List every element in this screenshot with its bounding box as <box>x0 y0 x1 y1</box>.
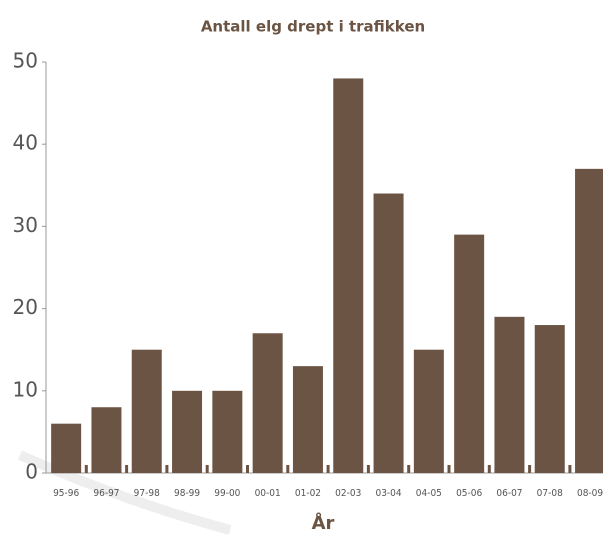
x-tick-label: 95-96 <box>53 488 79 499</box>
bar <box>293 366 323 473</box>
bar <box>51 424 81 473</box>
x-tick-label: 03-04 <box>375 488 401 499</box>
x-tick-label: 02-03 <box>335 488 361 499</box>
bar <box>212 391 242 473</box>
y-tick-label: 50 <box>13 49 38 73</box>
x-tick-label: 96-97 <box>93 488 119 499</box>
bar <box>494 317 524 473</box>
x-tick-label: 06-07 <box>496 488 522 499</box>
chart: Antall elg drept i trafikken År 0 10 20 30 4… <box>0 0 603 537</box>
x-axis-label: År <box>312 511 335 534</box>
y-tick-label: 40 <box>13 131 38 155</box>
bar <box>374 194 404 473</box>
x-tick-label: 04-05 <box>416 488 442 499</box>
bar <box>454 235 484 473</box>
x-tick-label: 01-02 <box>295 488 321 499</box>
y-tick-label: 20 <box>13 295 38 319</box>
y-tick-label: 0 <box>25 460 38 484</box>
y-tick-label: 30 <box>13 213 38 237</box>
x-tick-label: 99-00 <box>214 488 240 499</box>
x-tick-label: 98-99 <box>174 488 200 499</box>
x-tick-label: 97-98 <box>134 488 160 499</box>
x-tick-label: 05-06 <box>456 488 482 499</box>
x-tick-label: 07-08 <box>537 488 563 499</box>
x-tick-label: 00-01 <box>255 488 281 499</box>
bar <box>253 333 283 473</box>
bar <box>333 78 363 473</box>
bar <box>132 350 162 473</box>
chart-title: Antall elg drept i trafikken <box>201 18 425 36</box>
bar <box>535 325 565 473</box>
y-tick-label: 10 <box>13 377 38 401</box>
bar <box>575 169 603 473</box>
bar <box>172 391 202 473</box>
bar <box>414 350 444 473</box>
x-tick-label: 08-09 <box>577 488 603 499</box>
bar <box>91 407 121 473</box>
